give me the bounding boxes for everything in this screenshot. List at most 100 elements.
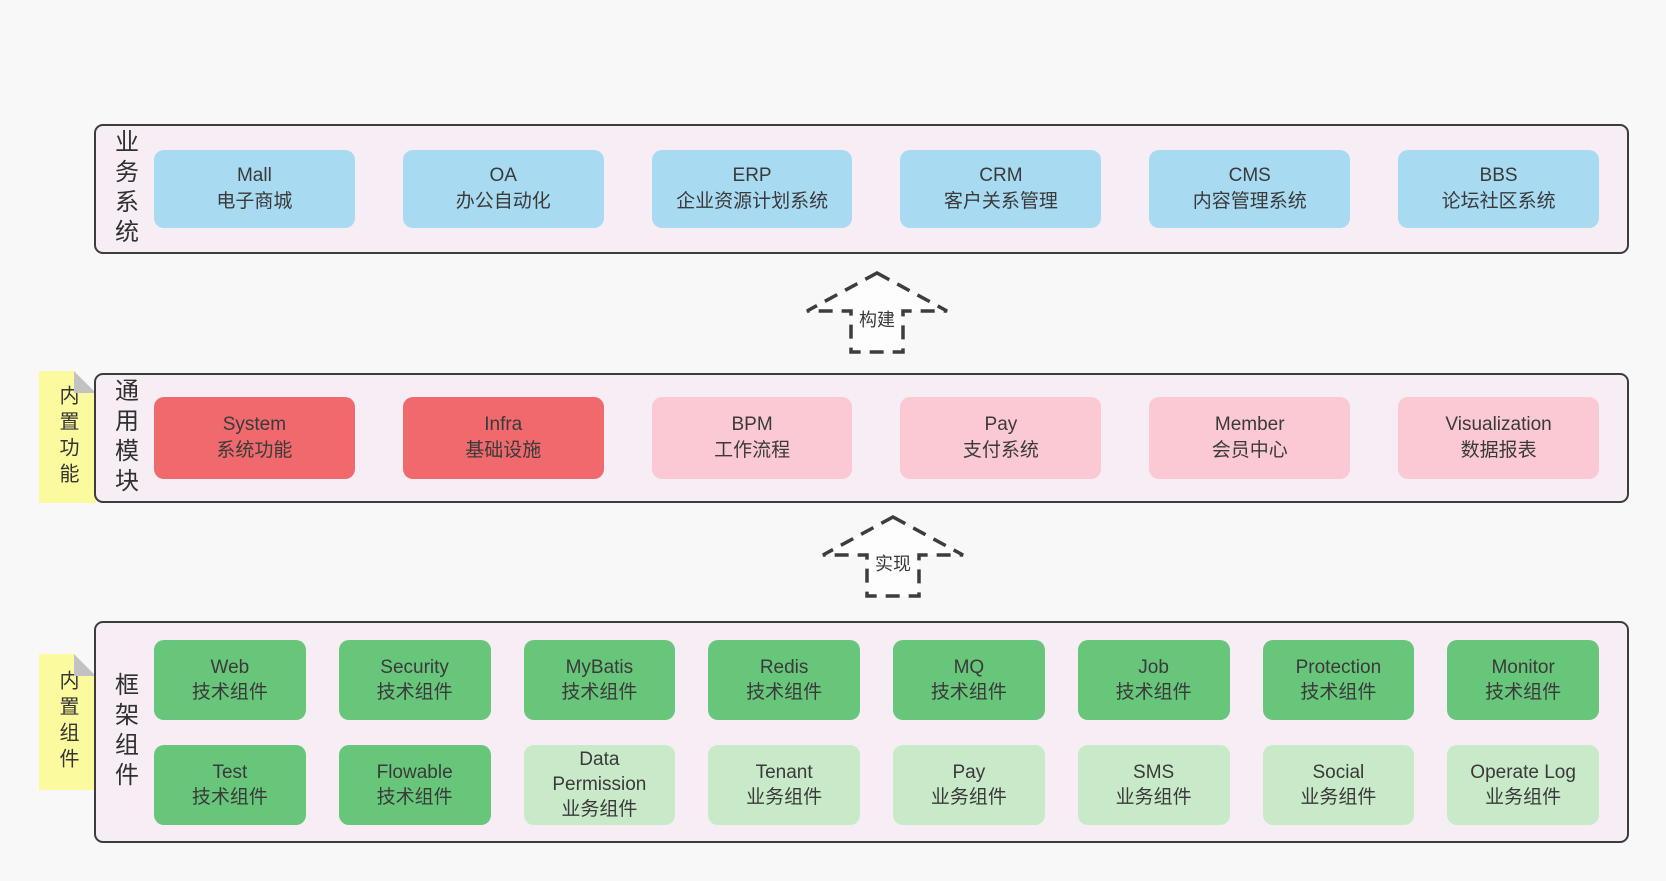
sticky-note-builtin-components: 内置组件 <box>39 654 96 790</box>
box-subtitle: 技术组件 <box>191 786 268 808</box>
box-name: Member <box>1214 414 1285 435</box>
box-subtitle: 工作流程 <box>714 440 791 461</box>
box-name: BBS <box>1479 165 1518 186</box>
box-subtitle: 客户关系管理 <box>943 191 1058 212</box>
layer-common-modules: 通用模块 System 系统功能 Infra 基础设施 BPM 工作流程 Pay 支付系统 Me… <box>94 373 1629 503</box>
box-subtitle: 企业资源计划系统 <box>676 191 829 212</box>
module-box-sms: SMS 业务组件 <box>1077 744 1230 825</box>
box-subtitle: 会员中心 <box>1211 440 1288 461</box>
box-name: Protection <box>1295 656 1382 678</box>
box-name: Pay <box>984 414 1018 435</box>
box-subtitle: 技术组件 <box>1485 681 1562 703</box>
box-subtitle: 办公自动化 <box>455 191 551 212</box>
box-subtitle: 业务组件 <box>561 799 638 820</box>
module-box-erp: ERP 企业资源计划系统 <box>651 150 853 228</box>
box-name: BPM <box>731 414 773 435</box>
module-box-pay: Pay 支付系统 <box>900 397 1102 479</box>
box-subtitle: 系统功能 <box>216 440 293 461</box>
box-name: Data Permission <box>552 749 647 795</box>
module-box-tenant: Tenant 业务组件 <box>708 744 860 825</box>
box-name: ERP <box>732 165 772 186</box>
box-name: SMS <box>1133 761 1175 783</box>
build-arrow: 构建 <box>802 271 952 355</box>
box-name: CMS <box>1228 165 1271 186</box>
module-box-protection: Protection 技术组件 <box>1262 639 1415 720</box>
box-subtitle: 技术组件 <box>1115 681 1192 703</box>
module-box-mall: Mall 电子商城 <box>154 150 355 228</box>
arrow-label: 构建 <box>856 305 898 333</box>
layer-business-systems: 业务系统 Mall 电子商城 OA 办公自动化 ERP 企业资源计划系统 CRM 客户关系管理… <box>94 124 1629 254</box>
box-name: Redis <box>759 656 809 678</box>
implement-arrow: 实现 <box>818 515 968 599</box>
business-box-row: Mall 电子商城 OA 办公自动化 ERP 企业资源计划系统 CRM 客户关系管理 CMS 内容… <box>152 126 1627 252</box>
module-box-visualization: Visualization 数据报表 <box>1398 397 1599 479</box>
module-box-bbs: BBS 论坛社区系统 <box>1398 150 1599 228</box>
box-name: OA <box>489 165 517 186</box>
box-name: MQ <box>953 656 985 678</box>
box-name: Tenant <box>755 761 813 783</box>
box-subtitle: 基础设施 <box>465 440 542 461</box>
box-name: Job <box>1138 656 1169 678</box>
box-subtitle: 业务组件 <box>1115 786 1192 808</box>
module-box-member: Member 会员中心 <box>1149 397 1351 479</box>
module-box-operate-log: Operate Log 业务组件 <box>1447 744 1599 825</box>
folded-corner-icon <box>74 654 96 676</box>
module-box-infra: Infra 基础设施 <box>402 397 604 479</box>
box-subtitle: 支付系统 <box>962 440 1039 461</box>
layer-label: 框架组件 <box>110 672 138 792</box>
module-box-mq: MQ 技术组件 <box>893 639 1045 720</box>
note-text: 内置功能 <box>56 385 78 489</box>
folded-corner-icon <box>74 371 96 393</box>
module-box-system: System 系统功能 <box>154 397 355 479</box>
box-subtitle: 技术组件 <box>376 681 453 703</box>
box-subtitle: 技术组件 <box>376 786 453 808</box>
module-box-crm: CRM 客户关系管理 <box>900 150 1102 228</box>
box-name: CRM <box>979 165 1023 186</box>
box-subtitle: 技术组件 <box>1300 681 1377 703</box>
box-subtitle: 技术组件 <box>930 681 1007 703</box>
layer-label: 业务系统 <box>110 129 138 249</box>
box-name: Web <box>210 656 250 678</box>
box-subtitle: 业务组件 <box>930 786 1007 808</box>
box-name: MyBatis <box>565 656 634 678</box>
module-box-web: Web 技术组件 <box>154 639 306 720</box>
components-box-row-1: Web 技术组件 Security 技术组件 MyBatis 技术组件 Redis 技术组件 M… <box>154 639 1599 720</box>
box-subtitle: 技术组件 <box>746 681 823 703</box>
module-box-cms: CMS 内容管理系统 <box>1149 150 1351 228</box>
box-subtitle: 内容管理系统 <box>1192 191 1307 212</box>
box-name: Flowable <box>376 761 453 783</box>
note-text: 内置组件 <box>56 670 78 774</box>
components-box-row-2: Test 技术组件 Flowable 技术组件 Data Permission 业务组件 T… <box>154 744 1599 825</box>
layer-framework-components: 框架组件 Web 技术组件 Security 技术组件 MyBatis 技术组件 Redis… <box>94 621 1629 843</box>
box-name: Security <box>380 656 449 678</box>
box-subtitle: 数据报表 <box>1460 440 1537 461</box>
sticky-note-builtin-features: 内置功能 <box>39 371 96 503</box>
box-name: Social <box>1312 761 1365 783</box>
box-name: Pay <box>952 761 986 783</box>
module-box-flowable: Flowable 技术组件 <box>338 744 491 825</box>
module-box-bpm: BPM 工作流程 <box>651 397 853 479</box>
layer-label: 通用模块 <box>110 378 138 498</box>
module-box-oa: OA 办公自动化 <box>402 150 604 228</box>
arrow-label: 实现 <box>872 549 914 577</box>
box-name: System <box>222 414 287 435</box>
box-name: Operate Log <box>1470 761 1576 783</box>
module-box-social: Social 业务组件 <box>1262 744 1415 825</box>
module-box-data-permission: Data Permission 业务组件 <box>523 744 676 825</box>
module-box-pay: Pay 业务组件 <box>893 744 1045 825</box>
box-subtitle: 业务组件 <box>1485 786 1562 808</box>
box-name: Test <box>212 761 248 783</box>
module-box-monitor: Monitor 技术组件 <box>1447 639 1599 720</box>
modules-box-row: System 系统功能 Infra 基础设施 BPM 工作流程 Pay 支付系统 Member 会… <box>152 375 1627 501</box>
module-box-security: Security 技术组件 <box>338 639 491 720</box>
module-box-job: Job 技术组件 <box>1077 639 1230 720</box>
module-box-mybatis: MyBatis 技术组件 <box>523 639 676 720</box>
module-box-redis: Redis 技术组件 <box>708 639 860 720</box>
box-name: Mall <box>236 165 272 186</box>
box-subtitle: 技术组件 <box>191 681 268 703</box>
box-subtitle: 业务组件 <box>1300 786 1377 808</box>
components-rows: Web 技术组件 Security 技术组件 MyBatis 技术组件 Redis 技术组件 M… <box>152 623 1627 841</box>
box-name: Visualization <box>1445 414 1552 435</box>
box-subtitle: 电子商城 <box>216 191 293 212</box>
